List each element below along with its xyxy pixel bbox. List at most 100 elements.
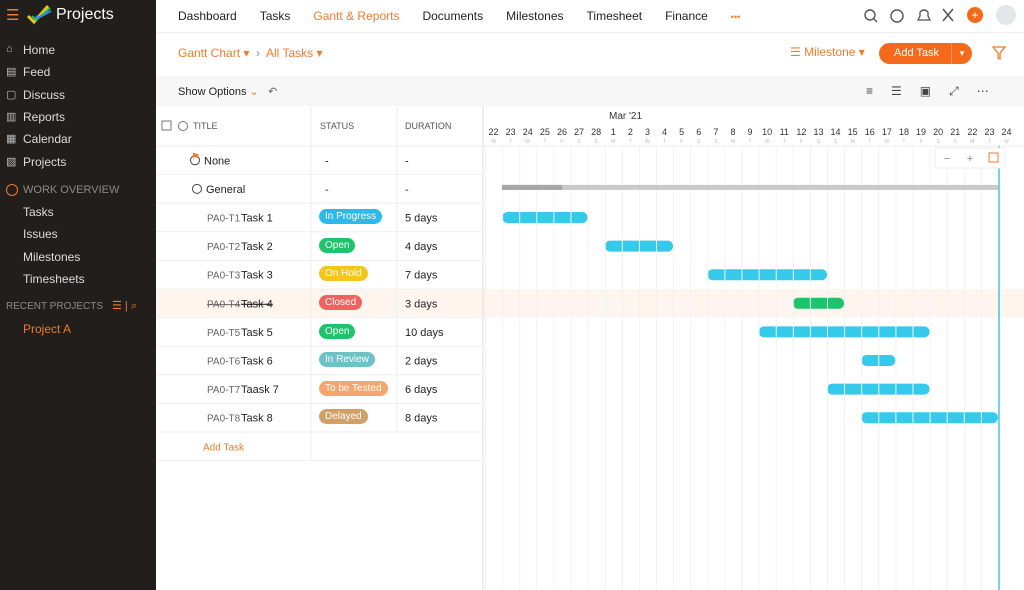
menu-icon[interactable]: ☰ bbox=[6, 7, 20, 24]
weekday-label: F bbox=[680, 139, 683, 145]
weekday-label: S bbox=[954, 139, 958, 145]
task-name[interactable]: Task 8 bbox=[241, 413, 273, 425]
nav-tab[interactable]: Timesheet bbox=[586, 9, 643, 23]
task-name[interactable]: Task 4 bbox=[241, 298, 273, 310]
day-label: 5 bbox=[679, 127, 684, 137]
nav-icon: ▥ bbox=[6, 110, 17, 123]
nav-item[interactable]: Timesheets bbox=[23, 271, 85, 286]
weekday-label: T bbox=[783, 139, 786, 145]
nav-icon: ▦ bbox=[6, 133, 17, 146]
task-name[interactable]: Task 6 bbox=[241, 356, 273, 368]
weekday-label: W bbox=[1004, 139, 1009, 145]
add-task-link[interactable]: Add Task bbox=[203, 442, 245, 453]
view-select[interactable]: Gantt Chart ▾ bbox=[178, 46, 250, 60]
day-label: 18 bbox=[899, 127, 909, 137]
day-label: 4 bbox=[662, 127, 667, 137]
nav-item[interactable]: Issues bbox=[23, 227, 58, 242]
project-link[interactable]: Project A bbox=[23, 322, 72, 336]
weekday-label: S bbox=[697, 139, 701, 145]
day-label: 22 bbox=[489, 127, 499, 137]
day-label: 14 bbox=[831, 127, 841, 137]
day-label: 27 bbox=[574, 127, 584, 137]
nav-tab[interactable]: Milestones bbox=[506, 9, 564, 23]
nav-tab[interactable]: Tasks bbox=[259, 9, 291, 23]
more-tabs[interactable]: ••• bbox=[730, 12, 741, 22]
svg-text:+: + bbox=[971, 8, 978, 22]
duration-cell: - bbox=[405, 155, 409, 167]
duration-cell: 4 days bbox=[405, 241, 438, 253]
status-cell: - bbox=[325, 184, 329, 196]
day-label: 15 bbox=[848, 127, 858, 137]
milestone-select[interactable]: ☰ Milestone ▾ bbox=[790, 45, 865, 59]
day-label: 16 bbox=[865, 127, 875, 137]
task-id: PA0-T4 bbox=[207, 299, 241, 310]
weekday-label: S bbox=[594, 139, 598, 145]
zoom-control[interactable] bbox=[934, 147, 1006, 169]
day-label: 12 bbox=[796, 127, 806, 137]
task-bar[interactable] bbox=[502, 212, 588, 223]
nav-item[interactable]: Projects bbox=[23, 154, 67, 169]
status-pill: In Review bbox=[319, 352, 375, 368]
duration-cell: 5 days bbox=[405, 213, 438, 225]
task-id: PA0-T1 bbox=[207, 214, 241, 225]
task-name[interactable]: Taask 7 bbox=[241, 384, 279, 396]
weekday-label: S bbox=[834, 139, 838, 145]
filter-icon[interactable] bbox=[992, 46, 1006, 60]
day-label: 13 bbox=[813, 127, 823, 137]
weekday-label: M bbox=[851, 139, 855, 145]
section-title: RECENT PROJECTS bbox=[6, 301, 104, 312]
milestone-title: None bbox=[204, 155, 230, 167]
row-highlight bbox=[156, 289, 1024, 318]
weekday-label: T bbox=[509, 139, 512, 145]
tasklist-bar bbox=[502, 184, 999, 190]
nav-icon: ▢ bbox=[6, 88, 17, 101]
logo bbox=[26, 5, 52, 24]
task-name[interactable]: Task 1 bbox=[241, 213, 273, 225]
weekday-label: M bbox=[731, 139, 735, 145]
show-options[interactable]: Show Options ⌄ ↶ bbox=[178, 86, 278, 98]
weekday-label: M bbox=[970, 139, 974, 145]
task-bar[interactable] bbox=[707, 269, 827, 281]
day-label: 24 bbox=[523, 127, 533, 137]
nav-icon: ▧ bbox=[6, 155, 17, 168]
weekday-label: S bbox=[714, 139, 718, 145]
nav-item[interactable]: Home bbox=[23, 43, 56, 57]
recent-tools[interactable]: ☰ | ⌕ bbox=[112, 300, 137, 312]
task-name[interactable]: Task 5 bbox=[241, 327, 273, 339]
add-task-button[interactable]: Add Task ▾ bbox=[879, 43, 972, 64]
nav-tab[interactable]: Gantt & Reports bbox=[313, 9, 400, 23]
task-bar[interactable] bbox=[792, 297, 845, 309]
sidebar: ☰ Projects WORK OVERVIEW RECENT PROJECTS… bbox=[0, 0, 156, 590]
nav-item[interactable]: Discuss bbox=[23, 87, 66, 102]
nav-item[interactable]: Calendar bbox=[23, 132, 72, 147]
status-pill: On Hold bbox=[319, 266, 368, 282]
weekday-label: T bbox=[988, 139, 991, 145]
gantt-tools[interactable]: ≡☰▣⤢⋯ bbox=[866, 84, 1007, 98]
add-task-label: Add Task bbox=[894, 47, 940, 59]
nav-item[interactable]: Feed bbox=[23, 65, 51, 80]
nav-item[interactable]: Reports bbox=[23, 109, 66, 124]
zoom-fit[interactable] bbox=[988, 152, 999, 163]
nav-item[interactable]: Tasks bbox=[23, 205, 54, 219]
task-name[interactable]: Task 2 bbox=[241, 241, 273, 253]
task-id: PA0-T7 bbox=[207, 385, 241, 396]
day-label: 2 bbox=[628, 127, 633, 137]
weekday-label: F bbox=[560, 139, 563, 145]
collapse-icon[interactable] bbox=[190, 155, 200, 166]
tasklist-title: General bbox=[206, 184, 245, 196]
nav-tab[interactable]: Documents bbox=[422, 9, 484, 23]
day-label: 10 bbox=[762, 127, 772, 137]
status-pill: Open bbox=[319, 323, 356, 339]
task-name[interactable]: Task 3 bbox=[241, 270, 273, 282]
status-pill: Closed bbox=[319, 295, 363, 310]
collapse-icon[interactable] bbox=[192, 183, 202, 194]
nav-item[interactable]: Milestones bbox=[23, 249, 81, 264]
duration-cell: - bbox=[405, 184, 409, 196]
filter-select[interactable]: › All Tasks ▾ bbox=[256, 46, 323, 60]
status-pill: In Progress bbox=[319, 209, 383, 225]
nav-tab[interactable]: Dashboard bbox=[178, 9, 237, 23]
zoom-out: − bbox=[944, 153, 950, 165]
nav-tab[interactable]: Finance bbox=[665, 9, 708, 23]
show-options-label: Show Options bbox=[178, 86, 247, 98]
